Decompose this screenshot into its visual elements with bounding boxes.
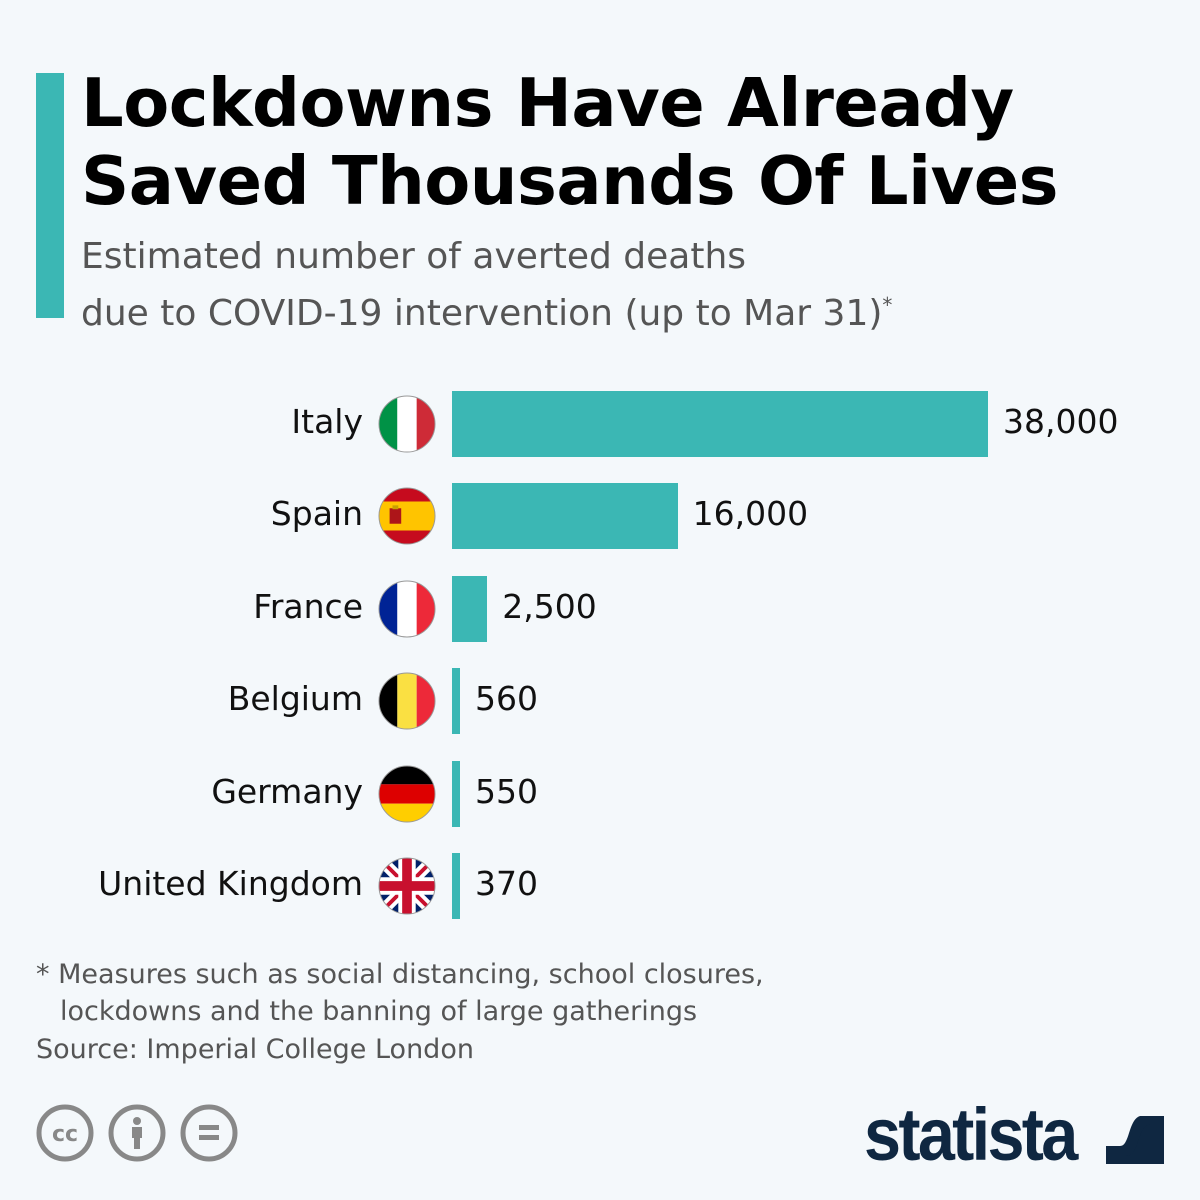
belgium-flag-icon xyxy=(378,672,436,730)
no-derivatives-icon[interactable] xyxy=(180,1104,238,1162)
svg-text:cc: cc xyxy=(52,1122,78,1147)
statista-logo-icon xyxy=(1106,1106,1164,1164)
category-label-germany: Germany xyxy=(211,771,363,811)
spain-flag-icon xyxy=(378,487,436,545)
statista-logo-text: statista xyxy=(864,1093,1078,1176)
category-label-united-kingdom: United Kingdom xyxy=(98,864,363,903)
category-label-belgium: Belgium xyxy=(227,679,363,719)
category-label-france: France xyxy=(253,586,363,626)
value-label-belgium: 560 xyxy=(475,679,538,719)
footnote-mark: * xyxy=(882,293,893,317)
value-label-france: 2,500 xyxy=(502,586,597,626)
source-text: Source: Imperial College London xyxy=(36,1034,474,1065)
bar-spain xyxy=(452,483,678,550)
chart-title: Lockdowns Have Already Saved Thousands O… xyxy=(81,64,1059,220)
bar-france xyxy=(452,575,488,642)
germany-flag-icon xyxy=(378,765,436,823)
title-line-2: Saved Thousands Of Lives xyxy=(81,142,1059,220)
uk-flag-icon xyxy=(378,857,436,915)
value-label-united-kingdom: 370 xyxy=(475,864,538,903)
category-label-italy: Italy xyxy=(291,402,363,441)
italy-flag-icon xyxy=(378,395,436,453)
title-line-1: Lockdowns Have Already xyxy=(81,64,1014,142)
subtitle-line-1: Estimated number of averted deaths xyxy=(81,236,747,277)
value-label-italy: 38,000 xyxy=(1003,402,1119,441)
attribution-icon[interactable] xyxy=(108,1104,166,1162)
bar-belgium xyxy=(452,668,460,735)
bar-italy xyxy=(452,391,988,457)
footnote-line-1: * Measures such as social distancing, sc… xyxy=(36,959,764,990)
france-flag-icon xyxy=(378,580,436,638)
bar-united-kingdom xyxy=(452,853,460,919)
footnote: * Measures such as social distancing, sc… xyxy=(36,956,764,1030)
chart-subtitle: Estimated number of averted deaths due t… xyxy=(81,233,892,338)
category-label-spain: Spain xyxy=(270,494,363,534)
value-label-germany: 550 xyxy=(475,771,538,811)
accent-bar xyxy=(36,73,64,318)
cc-icon[interactable]: cc xyxy=(36,1104,94,1162)
value-label-spain: 16,000 xyxy=(692,494,809,534)
footnote-line-2: lockdowns and the banning of large gathe… xyxy=(60,996,698,1027)
bar-germany xyxy=(452,760,460,827)
subtitle-line-2: due to COVID-19 intervention (up to Mar … xyxy=(81,293,883,334)
